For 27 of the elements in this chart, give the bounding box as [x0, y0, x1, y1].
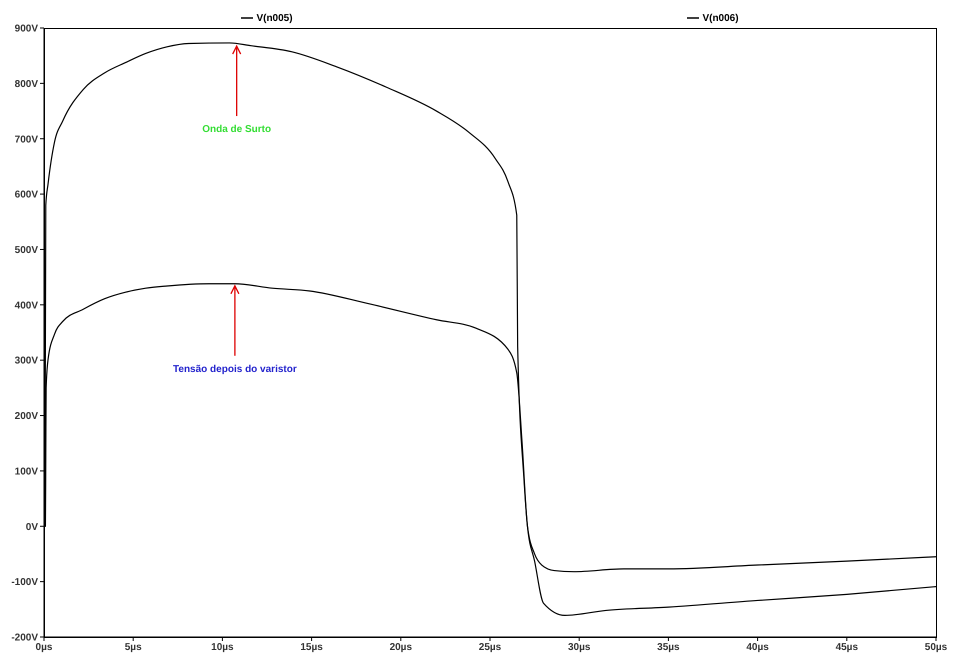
y-tick-label: 900V: [14, 24, 38, 35]
y-tick-label: 700V: [14, 134, 38, 146]
x-tick-label: 25µs: [478, 642, 502, 654]
x-tick-label: 10µs: [211, 642, 234, 654]
y-tick-label: 400V: [14, 300, 38, 312]
x-tick-label: 5µs: [124, 642, 142, 654]
x-tick-label: 35µs: [657, 642, 680, 654]
y-tick-label: -200V: [11, 632, 38, 644]
x-tick-label: 30µs: [568, 642, 591, 654]
y-tick-label: 800V: [14, 78, 38, 90]
y-tick-label: 100V: [14, 466, 38, 478]
annotation: Onda de Surto: [202, 124, 272, 136]
y-tick-label: -100V: [11, 577, 38, 588]
x-tick-label: 40µs: [746, 642, 770, 654]
legend-label: V(n006): [701, 12, 739, 24]
x-tick-label: 20µs: [390, 642, 412, 654]
x-tick-label: 50µs: [924, 642, 948, 654]
x-tick-label: 45µs: [836, 642, 858, 654]
y-tick-label: 300V: [14, 356, 38, 367]
y-tick-label: 200V: [14, 411, 38, 422]
y-tick-label: 600V: [14, 190, 38, 201]
x-tick-label: 15µs: [300, 642, 324, 654]
annotation: Tensão depois do varistor: [173, 364, 297, 375]
legend-label: V(n005): [255, 12, 293, 24]
y-tick-label: 0V: [26, 522, 38, 533]
x-tick-label: 0µs: [36, 642, 53, 654]
y-tick-label: 500V: [14, 245, 38, 256]
